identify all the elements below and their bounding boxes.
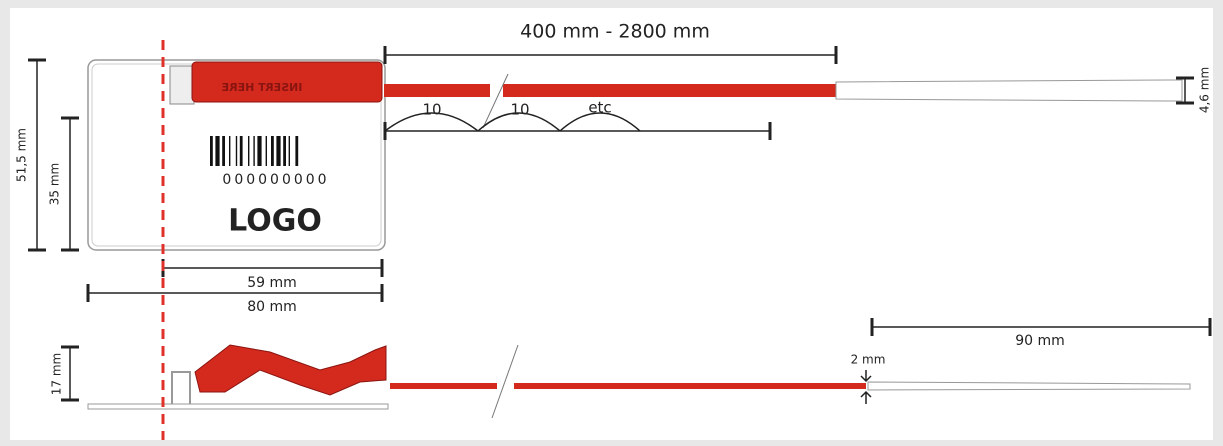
pitch-label: 10 xyxy=(422,101,441,119)
barcode-bar xyxy=(235,136,238,166)
side-base xyxy=(87,403,389,410)
lock-body xyxy=(191,61,383,103)
length-range: 400 mm - 2800 mm xyxy=(520,21,710,43)
thickness-arrows xyxy=(860,370,872,404)
label-width: 59 mm xyxy=(247,275,297,291)
barcode-bar xyxy=(253,136,255,166)
barcode-number: 000000000 xyxy=(222,172,329,188)
tail-length: 90 mm xyxy=(1015,333,1065,349)
logo: LOGO xyxy=(228,204,322,239)
barcode-bar xyxy=(257,136,262,166)
side-hinge xyxy=(171,371,191,404)
total-height: 51,5 mm xyxy=(15,128,29,182)
barcode-bar xyxy=(210,136,213,166)
barcode-bar xyxy=(271,136,274,166)
side-strap xyxy=(514,383,866,389)
barcode-bar xyxy=(222,136,225,166)
break-mark xyxy=(482,73,509,129)
barcode-bar xyxy=(265,136,267,166)
strap-thickness: 2 mm xyxy=(851,353,886,367)
pitch-label: 10 xyxy=(510,101,529,119)
barcode-bar xyxy=(239,136,243,166)
barcode-bar xyxy=(288,136,290,166)
barcode-bar xyxy=(276,136,281,166)
barcode-bar xyxy=(295,136,299,166)
strap-width: 4,6 mm xyxy=(1198,67,1212,113)
barcode-bar xyxy=(215,136,220,166)
side-tail xyxy=(867,381,1191,391)
total-width: 80 mm xyxy=(247,299,297,315)
label-height: 35 mm xyxy=(48,163,62,205)
barcode-bar xyxy=(283,136,286,166)
barcode xyxy=(210,136,299,166)
lock-hinge xyxy=(169,65,195,105)
barcode-bar xyxy=(248,136,250,166)
strap xyxy=(384,84,490,97)
barcode-bar xyxy=(229,136,231,166)
strap xyxy=(503,84,836,97)
strap-tail xyxy=(835,79,1183,102)
side-lock xyxy=(194,344,387,396)
side-strap xyxy=(390,383,497,389)
side-height: 17 mm xyxy=(50,353,64,395)
pitch-label: etc xyxy=(588,99,611,117)
break-mark xyxy=(491,344,519,419)
lock-text: INSERT HERE xyxy=(222,81,303,94)
